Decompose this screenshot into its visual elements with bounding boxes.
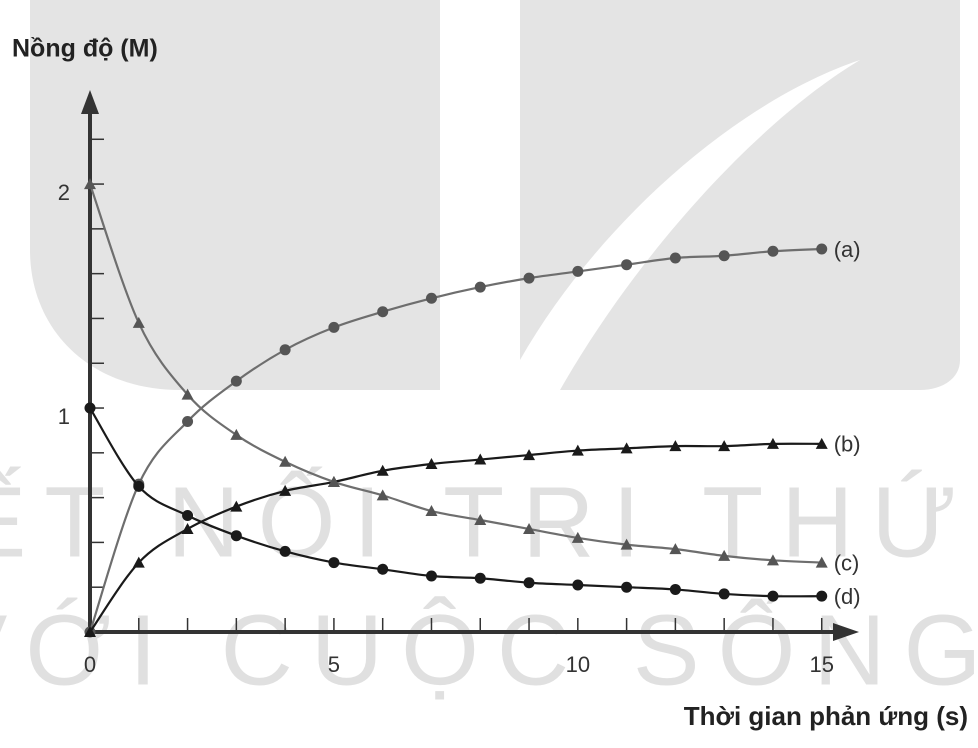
marker: [376, 464, 389, 476]
x-tick-label: 10: [566, 652, 590, 677]
marker: [718, 440, 731, 452]
marker: [815, 556, 828, 568]
series-label: (c): [834, 550, 860, 575]
marker: [230, 530, 242, 542]
watermark: VỚI CUỘC SỐNG: [0, 594, 978, 706]
y-axis-arrow: [81, 90, 99, 114]
y-tick-label: 1: [58, 404, 70, 429]
marker: [425, 570, 437, 582]
marker: [766, 554, 779, 566]
marker: [474, 281, 486, 293]
marker: [816, 590, 828, 602]
marker: [181, 522, 194, 534]
marker: [132, 316, 145, 328]
background-logo: [30, 0, 960, 390]
marker: [718, 549, 731, 561]
marker: [523, 577, 535, 589]
x-axis-title: Thời gian phản ứng (s): [684, 701, 968, 731]
marker: [182, 510, 194, 522]
marker: [327, 475, 340, 487]
marker: [377, 563, 389, 575]
series-line: [89, 407, 822, 598]
marker: [571, 444, 584, 456]
marker: [328, 321, 340, 333]
marker: [181, 388, 194, 400]
marker: [230, 428, 243, 440]
marker: [425, 505, 438, 517]
series-label: (a): [834, 237, 861, 262]
marker: [718, 588, 730, 600]
marker: [84, 626, 96, 637]
marker: [767, 245, 779, 257]
marker: [279, 545, 291, 557]
marker: [815, 437, 828, 449]
marker: [816, 243, 828, 255]
marker: [132, 556, 145, 568]
marker: [84, 402, 96, 414]
series-label: (b): [834, 432, 861, 457]
marker: [377, 306, 389, 318]
marker: [669, 252, 681, 264]
marker: [523, 272, 535, 284]
series-label: (d): [834, 584, 861, 609]
marker: [474, 572, 486, 584]
marker: [84, 178, 96, 190]
marker: [620, 442, 633, 454]
logo-shape: [30, 0, 440, 390]
marker: [669, 543, 682, 555]
y-axis-title: Nồng độ (M): [12, 35, 158, 63]
x-axis-arrow: [833, 623, 859, 641]
series: (d): [84, 402, 861, 609]
marker: [376, 489, 389, 501]
marker: [621, 581, 633, 593]
marker: [279, 484, 292, 496]
x-tick-label: 0: [84, 652, 96, 677]
marker: [620, 538, 633, 550]
y-tick-label: 2: [58, 180, 70, 205]
marker: [572, 579, 584, 591]
marker: [425, 458, 438, 470]
series: (c): [84, 178, 859, 575]
marker: [571, 531, 584, 543]
marker: [523, 449, 536, 461]
marker: [279, 344, 291, 356]
marker: [669, 440, 682, 452]
marker: [279, 455, 292, 467]
marker: [474, 453, 487, 465]
marker: [133, 480, 145, 492]
x-tick-label: 15: [809, 652, 833, 677]
x-tick-label: 5: [328, 652, 340, 677]
marker: [572, 265, 584, 277]
marker: [230, 375, 242, 387]
marker: [230, 500, 243, 512]
marker: [766, 437, 779, 449]
marker: [767, 590, 779, 602]
marker: [718, 250, 730, 262]
marker: [425, 292, 437, 304]
marker: [474, 514, 487, 526]
marker: [523, 522, 536, 534]
marker: [621, 259, 633, 271]
marker: [182, 415, 194, 427]
marker: [328, 557, 340, 569]
logo-shape: [520, 0, 960, 390]
marker: [669, 583, 681, 595]
